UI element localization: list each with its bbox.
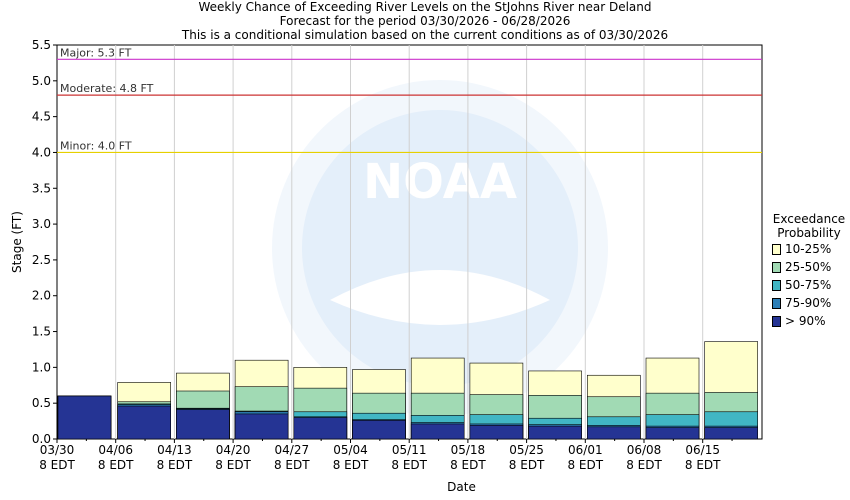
- y-tick-label: 5.5: [32, 38, 51, 52]
- x-tick-label-date: 04/06: [98, 443, 133, 457]
- legend-label: 75-90%: [785, 296, 832, 310]
- bar-segment: [117, 405, 171, 440]
- x-tick-label-time: 8 EDT: [215, 458, 251, 472]
- x-tick-label-time: 8 EDT: [391, 458, 427, 472]
- bar-segment: [704, 427, 759, 440]
- legend-item: > 90%: [772, 312, 850, 330]
- legend-swatch: [772, 261, 781, 273]
- bar-segment: [469, 425, 524, 440]
- y-tick-label: 0.0: [32, 432, 51, 446]
- x-axis-label: Date: [447, 480, 476, 494]
- legend-title-line2: Probability: [777, 226, 841, 240]
- x-tick-label-date: 06/15: [685, 443, 720, 457]
- x-tick-label-date: 05/04: [333, 443, 368, 457]
- y-tick-label: 3.0: [32, 217, 51, 231]
- threshold-label: Major: 5.3 FT: [60, 46, 132, 59]
- x-tick-label-date: 05/18: [451, 443, 486, 457]
- legend-item: 10-25%: [772, 240, 850, 258]
- bar-segment: [176, 409, 230, 440]
- noaa-logo-text: NOAA: [363, 154, 517, 210]
- bar-segment: [586, 426, 641, 440]
- y-tick-label: 2.0: [32, 289, 51, 303]
- x-tick-label-date: 05/11: [392, 443, 427, 457]
- x-tick-label-date: 06/01: [568, 443, 603, 457]
- x-tick-label-date: 03/30: [40, 443, 75, 457]
- legend-label: 25-50%: [785, 260, 832, 274]
- noaa-logo-watermark: NOAA: [272, 80, 608, 416]
- x-tick-label-time: 8 EDT: [98, 458, 134, 472]
- legend-label: > 90%: [785, 314, 826, 328]
- y-tick-label: 1.5: [32, 325, 51, 339]
- x-tick-label-time: 8 EDT: [626, 458, 662, 472]
- x-tick-label-time: 8 EDT: [333, 458, 369, 472]
- x-tick-label-time: 8 EDT: [274, 458, 310, 472]
- x-tick-label-time: 8 EDT: [567, 458, 603, 472]
- legend-label: 10-25%: [785, 242, 832, 256]
- y-tick-label: 0.5: [32, 396, 51, 410]
- bar-segment: [410, 423, 465, 440]
- y-tick-label: 2.5: [32, 253, 51, 267]
- legend: Exceedance Probability 10-25% 25-50% 50-75…: [768, 212, 850, 330]
- bar-segment: [234, 413, 289, 440]
- x-tick-label-date: 04/13: [157, 443, 192, 457]
- legend-swatch: [772, 243, 781, 255]
- y-tick-label: 4.5: [32, 110, 51, 124]
- bar-segment: [293, 417, 348, 440]
- x-tick-label-date: 04/27: [275, 443, 310, 457]
- legend-item: 25-50%: [772, 258, 850, 276]
- y-tick-label: 5.0: [32, 74, 51, 88]
- legend-title: Exceedance Probability: [768, 212, 850, 240]
- legend-swatch: [772, 297, 781, 309]
- threshold-label: Minor: 4.0 FT: [60, 139, 132, 152]
- x-tick-label-date: 06/08: [627, 443, 662, 457]
- x-tick-label-time: 8 EDT: [39, 458, 75, 472]
- y-tick-label: 3.5: [32, 181, 51, 195]
- bar-segment: [57, 395, 112, 440]
- y-tick-label: 1.0: [32, 360, 51, 374]
- chart-title-line1: Weekly Chance of Exceeding River Levels …: [198, 0, 652, 14]
- bar-segment: [528, 425, 582, 440]
- legend-swatch: [772, 279, 781, 291]
- legend-item: 75-90%: [772, 294, 850, 312]
- x-tick-label-time: 8 EDT: [685, 458, 721, 472]
- chart-title-line3: This is a conditional simulation based o…: [181, 28, 669, 42]
- chart-title: Weekly Chance of Exceeding River Levels …: [0, 0, 850, 42]
- x-tick-label-time: 8 EDT: [509, 458, 545, 472]
- x-tick-label-date: 04/20: [216, 443, 251, 457]
- y-axis-label: Stage (FT): [10, 211, 24, 273]
- x-tick-label-time: 8 EDT: [450, 458, 486, 472]
- legend-swatch: [772, 315, 781, 327]
- threshold-label: Moderate: 4.8 FT: [60, 82, 154, 95]
- bar-segment: [645, 427, 700, 440]
- legend-title-line1: Exceedance: [772, 212, 846, 226]
- y-tick-label: 4.0: [32, 145, 51, 159]
- legend-label: 50-75%: [785, 278, 832, 292]
- x-tick-label-date: 05/25: [509, 443, 544, 457]
- bar-segment: [352, 420, 406, 440]
- chart-title-line2: Forecast for the period 03/30/2026 - 06/…: [279, 14, 571, 28]
- x-tick-label-time: 8 EDT: [157, 458, 193, 472]
- legend-item: 50-75%: [772, 276, 850, 294]
